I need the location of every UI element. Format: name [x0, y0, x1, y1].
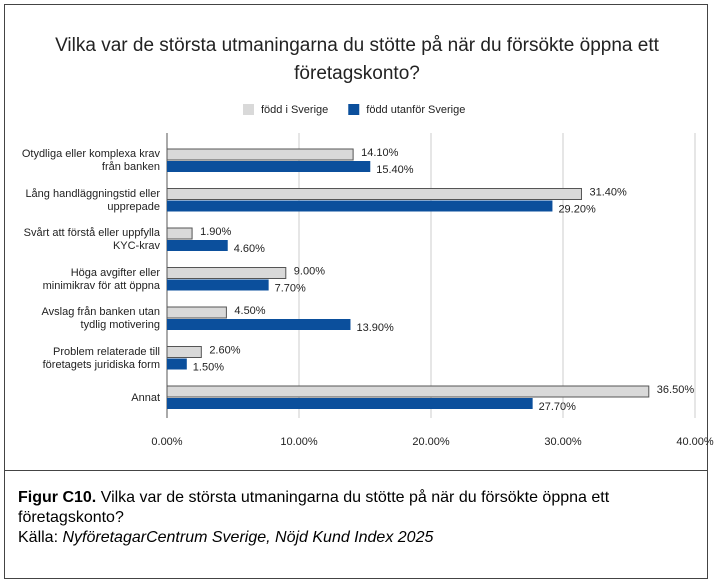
category-label: Svårt att förstå eller uppfylla KYC-krav: [23, 227, 160, 252]
value-label: 15.40%: [376, 164, 414, 176]
x-tick-label: 0.00%: [151, 436, 182, 448]
value-label: 9.00%: [294, 265, 325, 277]
value-label: 1.90%: [200, 226, 231, 238]
value-label: 2.60%: [209, 344, 240, 356]
bar: [166, 267, 287, 279]
value-label: 14.10%: [361, 147, 399, 159]
bar: [167, 200, 553, 212]
separator: [4, 470, 708, 471]
x-tick-label: 40.00%: [676, 436, 714, 448]
source: NyföretagarCentrum Sverige, Nöjd Kund In…: [62, 529, 434, 546]
value-label: 4.50%: [234, 305, 265, 317]
legend-label: född utanför Sverige: [366, 104, 465, 116]
chart-title: Vilka var de största utmaningarna du stö…: [55, 35, 659, 84]
value-label: 1.50%: [193, 361, 224, 373]
bar: [166, 346, 202, 358]
category-label: Annat: [131, 391, 160, 404]
frame: [4, 4, 708, 579]
value-label: 4.60%: [234, 243, 265, 255]
value-label: 27.70%: [539, 401, 577, 413]
source-label: Källa:: [18, 529, 59, 546]
x-tick-label: 30.00%: [544, 436, 582, 448]
bar: [166, 306, 227, 319]
category-label: Avslag från banken utan tydlig motiverin…: [41, 306, 160, 331]
legend-swatch: [348, 104, 360, 115]
bar: [166, 188, 582, 200]
bar: [166, 385, 650, 398]
legend-label: född i Sverige: [261, 104, 328, 116]
value-label: 31.40%: [589, 186, 627, 198]
caption: Figur C10. Vilka var de största utmaning…: [18, 488, 688, 548]
category-label: Lång handläggningstid eller upprepade: [25, 187, 160, 213]
category-label: Höga avgifter eller minimikrav för att ö…: [42, 266, 160, 292]
bar: [167, 319, 351, 330]
category-label: Otydliga eller komplexa krav från banken: [21, 148, 160, 173]
value-label: 13.90%: [356, 322, 394, 334]
bar: [167, 279, 269, 291]
bar: [167, 358, 187, 370]
bar: [166, 148, 354, 161]
caption-label: Figur C10.: [18, 489, 97, 506]
bar: [167, 398, 533, 409]
x-tick-label: 10.00%: [280, 436, 318, 448]
bar: [167, 240, 228, 251]
caption-text: Vilka var de största utmaningarna du stö…: [18, 489, 610, 526]
chart: född i Sverige född utanför Sverige 0.00% 1…: [151, 104, 714, 448]
value-label: 7.70%: [275, 282, 306, 294]
bar: [166, 227, 193, 240]
value-label: 36.50%: [657, 384, 695, 396]
legend-swatch: [243, 104, 254, 115]
x-tick-label: 20.00%: [412, 436, 450, 448]
category-label: Problem relaterade till företagets jurid…: [42, 345, 160, 371]
value-label: 29.20%: [558, 203, 596, 215]
bar: [167, 161, 371, 172]
